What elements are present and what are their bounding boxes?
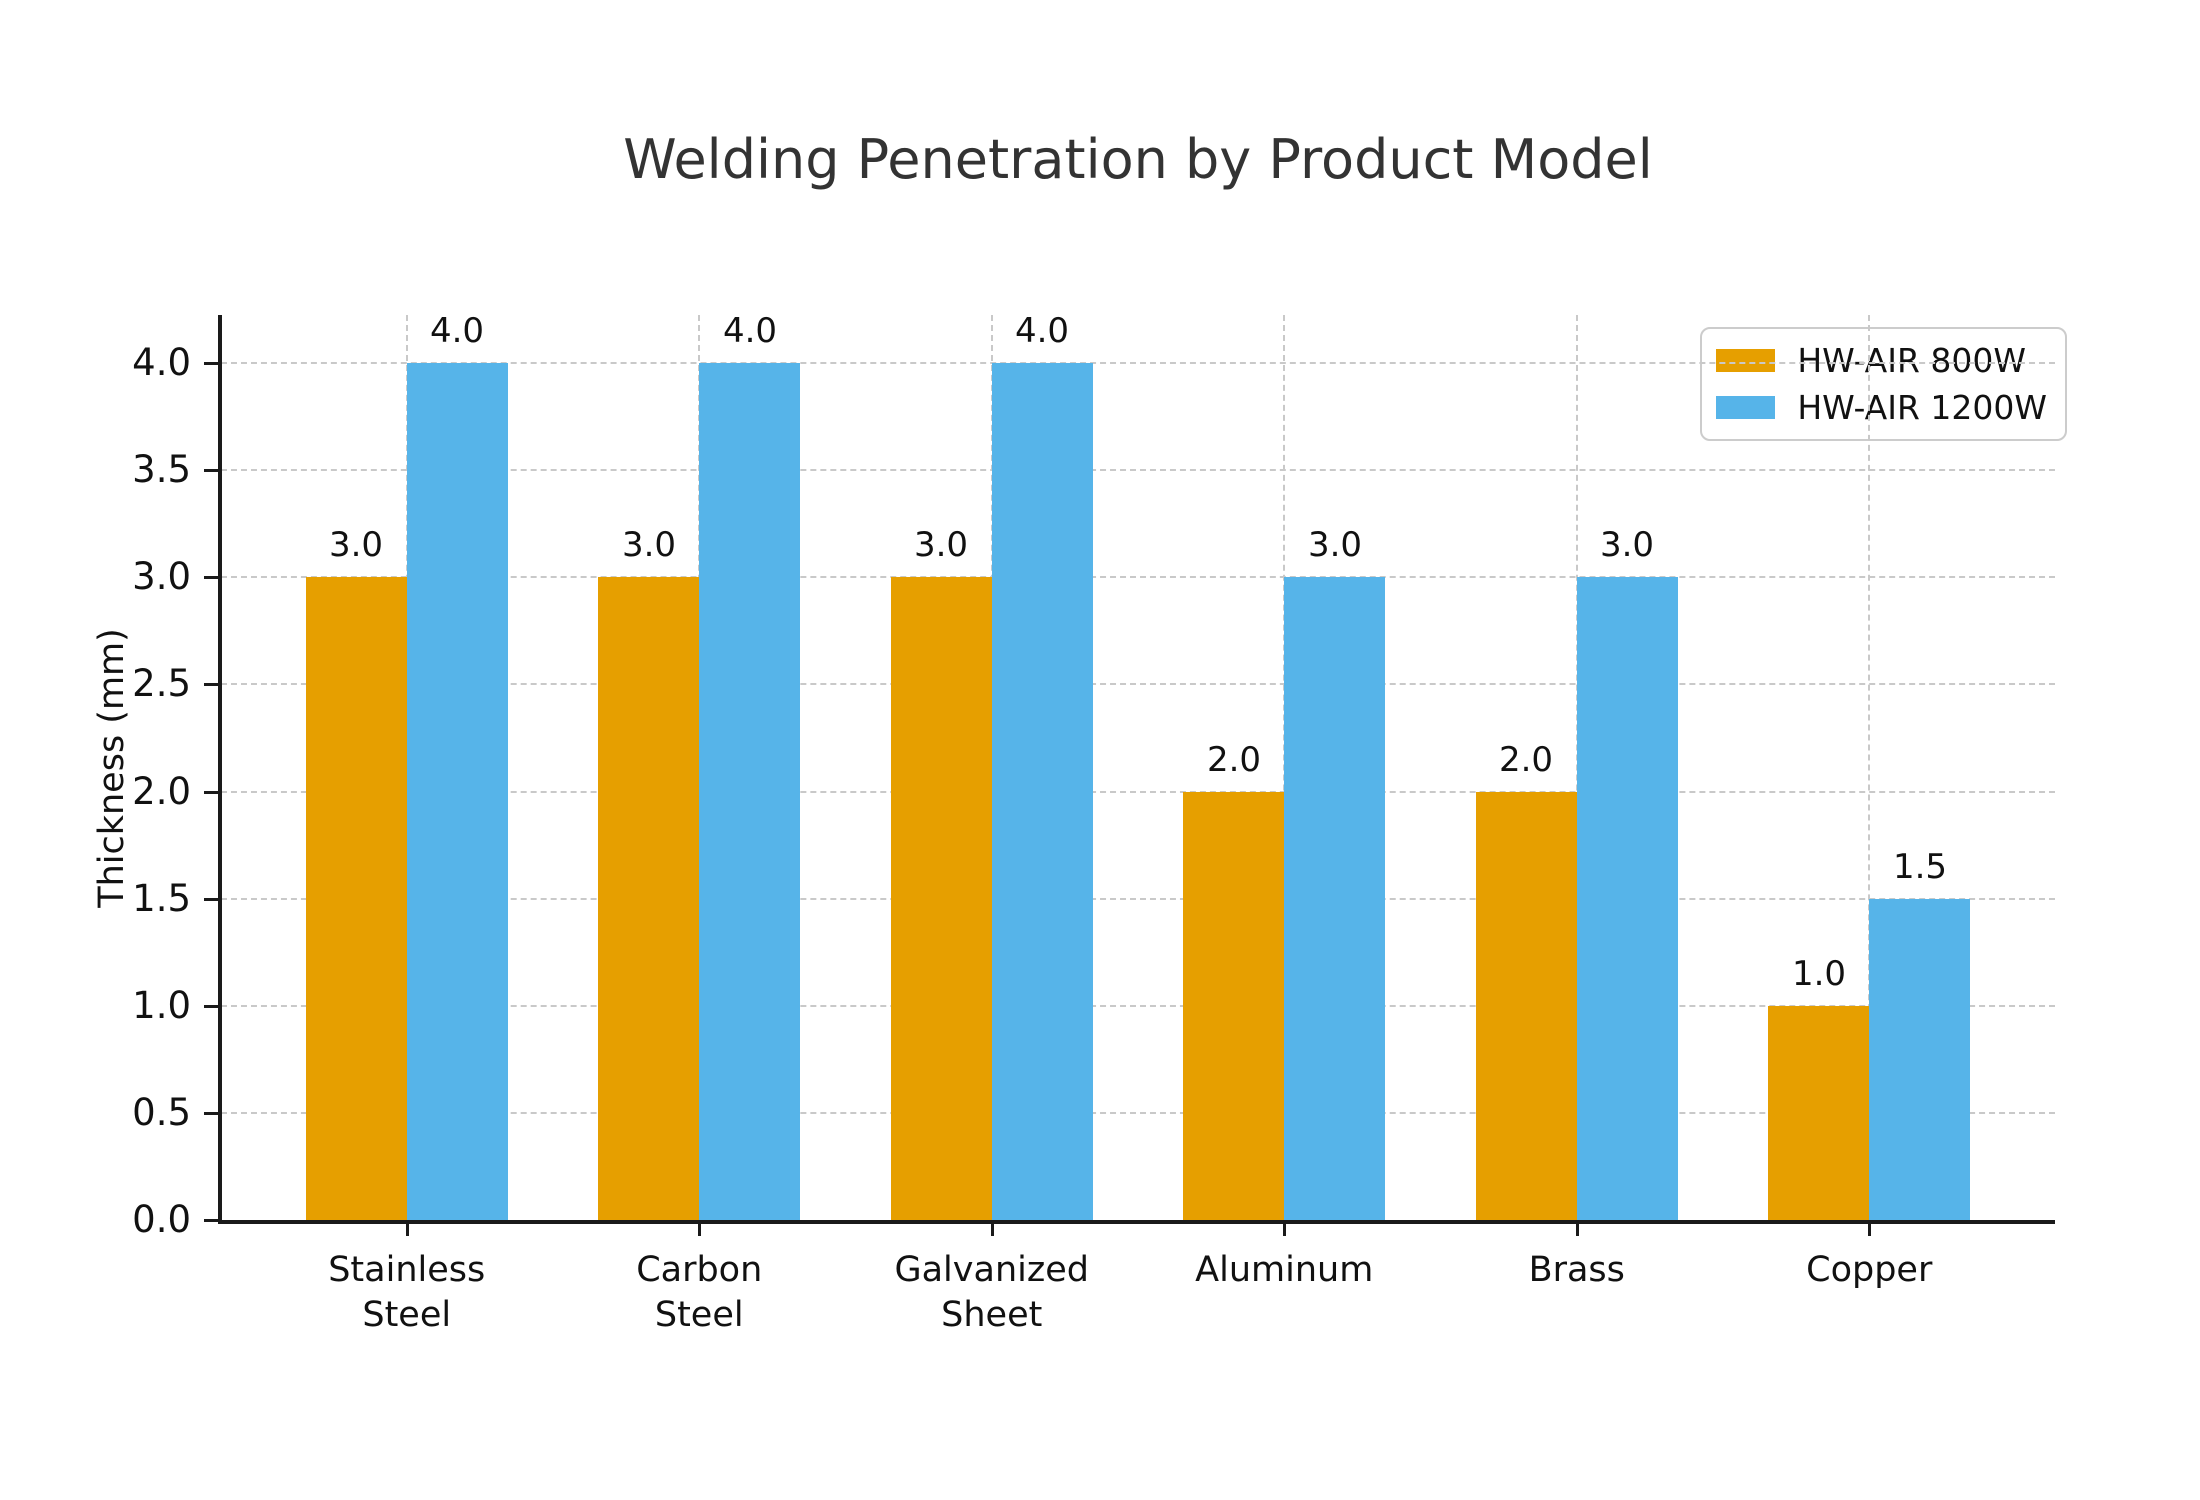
- legend-swatch-hw-air-1200w: [1716, 396, 1776, 419]
- bar-hw-air-800w-brass: [1476, 792, 1577, 1220]
- y-tick-mark: [204, 683, 218, 687]
- bar-value-label: 1.5: [1892, 847, 1948, 887]
- bar-value-label: 3.0: [1307, 525, 1363, 565]
- h-gridline: [221, 362, 2055, 365]
- bar-hw-air-800w-stainless-steel: [306, 577, 407, 1220]
- x-tick-label-stainless-steel: Stainless Steel: [328, 1250, 486, 1335]
- x-tick-mark: [698, 1224, 702, 1236]
- bar-hw-air-1200w-galvanized-sheet: [992, 363, 1093, 1220]
- v-gridline: [1868, 315, 1871, 1220]
- x-tick-label-carbon-steel: Carbon Steel: [636, 1250, 763, 1335]
- legend-swatch-hw-air-800w: [1716, 349, 1776, 372]
- y-tick-mark: [204, 897, 218, 901]
- v-gridline: [1575, 315, 1578, 1220]
- legend-label: HW-AIR 800W: [1797, 341, 2026, 380]
- x-tick-mark: [405, 1224, 409, 1236]
- h-gridline: [221, 897, 2055, 900]
- y-tick-label: 0.5: [132, 1090, 191, 1134]
- y-tick-mark: [204, 1219, 218, 1222]
- legend-row-hw-air-800w: HW-AIR 800W: [1716, 341, 2047, 380]
- h-gridline: [221, 683, 2055, 686]
- bar-value-label: 4.0: [1014, 311, 1070, 351]
- y-tick-mark: [204, 1004, 218, 1008]
- bar-hw-air-1200w-brass: [1577, 577, 1678, 1220]
- x-tick-mark: [1575, 1224, 1579, 1236]
- y-tick-mark: [204, 469, 218, 473]
- bar-value-label: 4.0: [722, 311, 778, 351]
- h-gridline: [221, 576, 2055, 579]
- x-tick-label-brass: Brass: [1528, 1250, 1625, 1290]
- y-tick-label: 3.5: [132, 448, 191, 492]
- bar-value-label: 2.0: [1206, 740, 1262, 780]
- y-tick-label: 3.0: [132, 555, 191, 599]
- legend: HW-AIR 800W HW-AIR 1200W: [1700, 327, 2067, 441]
- x-tick-mark: [990, 1224, 994, 1236]
- x-axis-spine: [218, 1220, 2055, 1224]
- y-axis-spine: [218, 315, 222, 1224]
- y-tick-label: 4.0: [132, 341, 191, 385]
- bar-value-label: 3.0: [621, 525, 677, 565]
- x-tick-label-aluminum: Aluminum: [1195, 1250, 1374, 1290]
- y-tick-label: 2.0: [132, 769, 191, 813]
- bar-value-label: 3.0: [1599, 525, 1655, 565]
- h-gridline: [221, 1004, 2055, 1007]
- x-tick-label-galvanized-sheet: Galvanized Sheet: [894, 1250, 1089, 1335]
- bar-hw-air-1200w-carbon-steel: [699, 363, 800, 1220]
- h-gridline: [221, 469, 2055, 472]
- x-tick-mark: [1868, 1224, 1872, 1236]
- y-tick-mark: [204, 576, 218, 580]
- bar-hw-air-1200w-stainless-steel: [407, 363, 508, 1220]
- bar-value-label: 3.0: [328, 525, 384, 565]
- chart-title: Welding Penetration by Product Model: [623, 128, 1653, 191]
- bar-hw-air-800w-galvanized-sheet: [891, 577, 992, 1220]
- bar-hw-air-1200w-copper: [1869, 899, 1970, 1220]
- legend-label: HW-AIR 1200W: [1797, 388, 2047, 427]
- bar-value-label: 4.0: [429, 311, 485, 351]
- h-gridline: [221, 1111, 2055, 1114]
- y-tick-label: 0.0: [132, 1198, 191, 1241]
- h-gridline: [221, 790, 2055, 793]
- y-tick-mark: [204, 790, 218, 794]
- y-tick-label: 2.5: [132, 662, 191, 706]
- bar-hw-air-1200w-aluminum: [1284, 577, 1385, 1220]
- x-tick-label-copper: Copper: [1806, 1250, 1933, 1290]
- legend-row-hw-air-1200w: HW-AIR 1200W: [1716, 388, 2047, 427]
- bar-value-label: 1.0: [1791, 954, 1847, 994]
- bar-hw-air-800w-copper: [1768, 1006, 1869, 1220]
- bar-value-label: 2.0: [1498, 740, 1554, 780]
- bar-value-label: 3.0: [913, 525, 969, 565]
- y-tick-mark: [204, 362, 218, 366]
- bar-hw-air-800w-aluminum: [1183, 792, 1284, 1220]
- y-tick-mark: [204, 1111, 218, 1115]
- bar-hw-air-800w-carbon-steel: [598, 577, 699, 1220]
- y-tick-label: 1.0: [132, 983, 191, 1027]
- y-tick-label: 1.5: [132, 876, 191, 920]
- x-tick-mark: [1283, 1224, 1287, 1236]
